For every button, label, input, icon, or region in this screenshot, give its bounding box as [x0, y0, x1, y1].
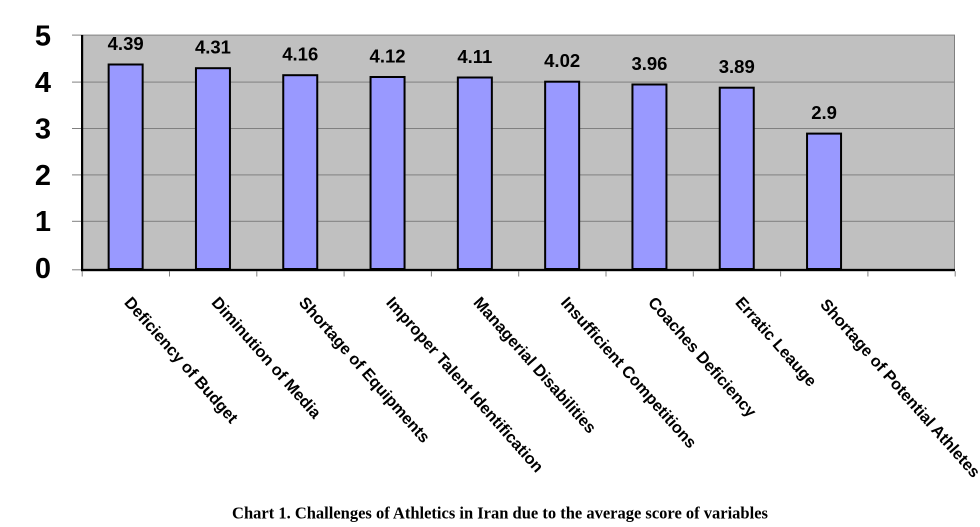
svg-text:Shortage of Potential Athletes: Shortage of Potential Athletes	[816, 296, 980, 482]
svg-text:4.11: 4.11	[457, 46, 492, 67]
svg-text:4: 4	[35, 67, 51, 99]
svg-text:2: 2	[35, 160, 51, 192]
svg-text:4.12: 4.12	[370, 45, 406, 66]
svg-text:2.9: 2.9	[811, 102, 837, 123]
svg-text:4.31: 4.31	[195, 37, 231, 58]
svg-text:4.02: 4.02	[544, 50, 580, 71]
svg-text:Improper Talent Identification: Improper Talent Identification	[382, 294, 546, 476]
svg-text:4.39: 4.39	[108, 33, 144, 54]
svg-text:1: 1	[35, 206, 51, 238]
svg-text:3: 3	[35, 113, 51, 145]
svg-text:4.16: 4.16	[282, 44, 318, 65]
svg-text:3.89: 3.89	[719, 56, 755, 77]
svg-text:5: 5	[35, 20, 51, 52]
svg-text:Erratic Leauge: Erratic Leauge	[732, 294, 820, 391]
svg-text:0: 0	[35, 253, 51, 285]
svg-text:Chart 1. Challenges of Athleti: Chart 1. Challenges of Athletics in Iran…	[232, 504, 768, 523]
svg-text:3.96: 3.96	[631, 53, 667, 74]
